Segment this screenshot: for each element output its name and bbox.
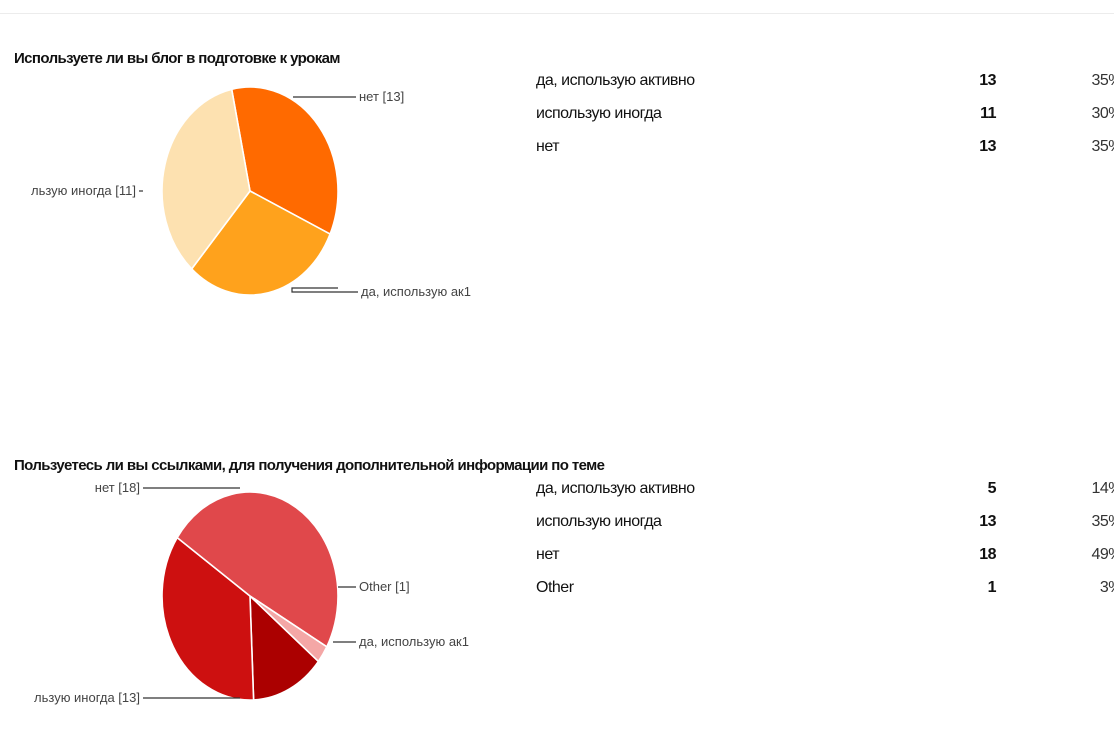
response-count: 11 bbox=[980, 105, 996, 122]
response-percent: 35% bbox=[1091, 513, 1114, 530]
response-label: нет bbox=[536, 546, 560, 563]
slice-label: нет [13] bbox=[359, 89, 404, 104]
response-label: да, использую активно bbox=[536, 480, 695, 497]
pie-chart-2: да, использую ак1 льзую иногда [13] нет [1… bbox=[34, 480, 469, 705]
survey-question-2: Пользуетесь ли вы ссылками, для получени… bbox=[0, 405, 1114, 729]
pie-slice bbox=[161, 536, 255, 701]
response-percent: 35% bbox=[1091, 138, 1114, 155]
slice-label: льзую иногда [13] bbox=[34, 690, 140, 705]
question-2-title: Пользуетесь ли вы ссылками, для получени… bbox=[14, 457, 605, 474]
response-count: 13 bbox=[979, 513, 996, 530]
response-count: 13 bbox=[979, 138, 996, 155]
response-count: 13 bbox=[979, 72, 996, 89]
response-label: Other bbox=[536, 579, 574, 596]
pie-slice bbox=[176, 491, 339, 648]
slice-label: льзую иногда [11] bbox=[31, 183, 136, 198]
response-row: использую иногда 13 35% bbox=[532, 513, 1114, 546]
response-percent: 35% bbox=[1091, 72, 1114, 89]
response-row: Other 1 3% bbox=[532, 579, 1114, 612]
pie-slice bbox=[249, 595, 328, 663]
response-row: нет 18 49% bbox=[532, 546, 1114, 579]
response-percent: 14% bbox=[1091, 480, 1114, 497]
response-count: 18 bbox=[979, 546, 996, 563]
response-row: да, использую активно 13 35% bbox=[532, 72, 1114, 105]
callout-line bbox=[291, 287, 358, 293]
pie-slice bbox=[161, 88, 251, 271]
response-label: да, использую активно bbox=[536, 72, 695, 89]
slice-label: да, использую ак1 bbox=[361, 284, 471, 299]
response-label: нет bbox=[536, 138, 560, 155]
response-summary-1: да, использую активно 13 35% использую и… bbox=[532, 72, 1114, 171]
response-row: использую иногда 11 30% bbox=[532, 105, 1114, 138]
slice-label: да, использую ак1 bbox=[359, 634, 469, 649]
response-label: использую иногда bbox=[536, 513, 662, 530]
pie-chart-1: да, использую ак1 льзую иногда [11] нет [1… bbox=[31, 86, 471, 299]
response-summary-2: да, использую активно 5 14% использую ин… bbox=[532, 480, 1114, 612]
response-row: нет 13 35% bbox=[532, 138, 1114, 171]
response-percent: 30% bbox=[1091, 105, 1114, 122]
slice-label: Other [1] bbox=[359, 579, 410, 594]
response-count: 5 bbox=[987, 480, 997, 497]
top-divider bbox=[0, 13, 1114, 14]
pie-slice bbox=[190, 189, 332, 296]
response-count: 1 bbox=[987, 579, 997, 596]
response-label: использую иногда bbox=[536, 105, 662, 122]
response-percent: 49% bbox=[1091, 546, 1114, 563]
response-percent: 3% bbox=[1099, 579, 1114, 596]
response-row: да, использую активно 5 14% bbox=[532, 480, 1114, 513]
survey-question-1: Используете ли вы блог в подготовке к ур… bbox=[14, 50, 1114, 299]
pie-slice bbox=[230, 86, 339, 236]
slice-label: нет [18] bbox=[95, 480, 140, 495]
question-1-title: Используете ли вы блог в подготовке к ур… bbox=[14, 50, 340, 67]
pie-slice bbox=[249, 594, 320, 701]
